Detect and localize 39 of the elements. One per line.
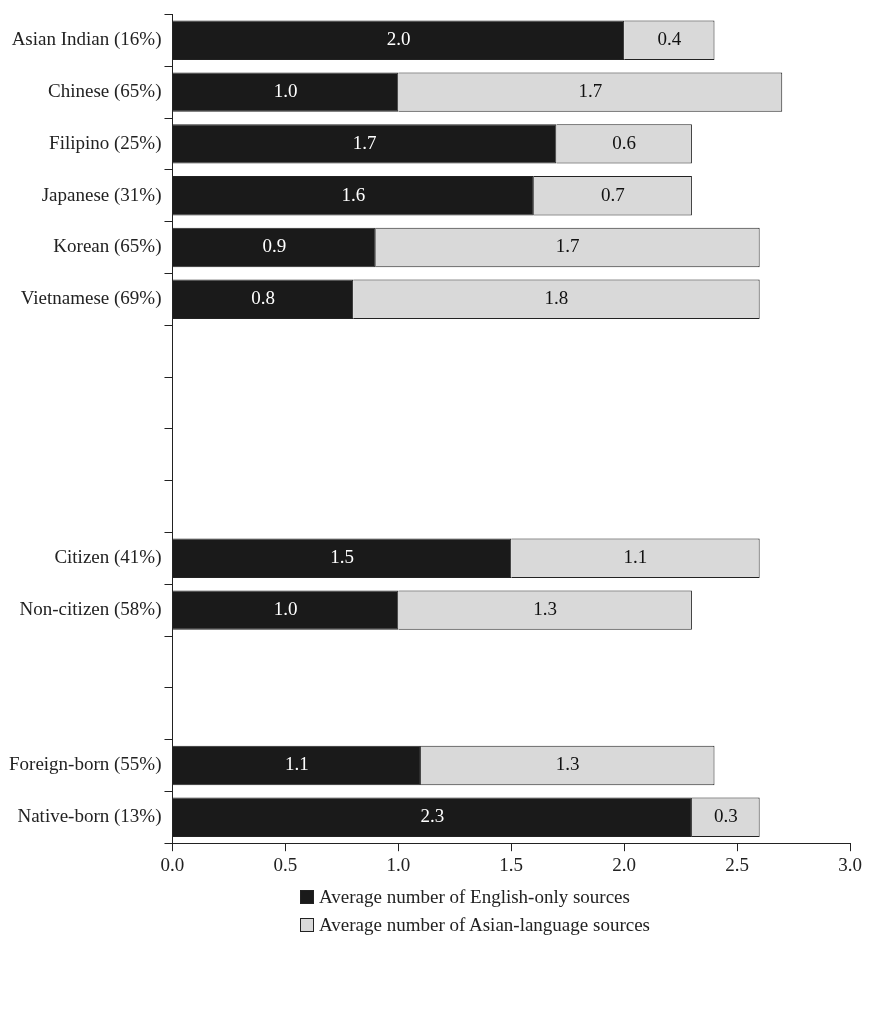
x-tick-label: 2.5 [725, 853, 749, 875]
data-label: 1.7 [578, 80, 603, 102]
data-label: 0.7 [601, 183, 625, 205]
data-label: 1.1 [285, 753, 309, 775]
legend-label: Average number of English-only sources [319, 886, 630, 908]
data-label: 0.9 [262, 235, 287, 257]
data-label: 1.7 [555, 235, 580, 257]
data-label: 1.7 [352, 131, 377, 153]
data-label: 1.1 [623, 546, 648, 568]
y-tick-label: Foreign-born (55%) [8, 753, 162, 776]
data-label: 1.3 [555, 753, 580, 775]
data-label: 1.5 [330, 546, 354, 568]
y-tick-label: Non-citizen (58%) [19, 598, 162, 621]
data-label: 0.8 [251, 287, 275, 309]
y-tick-label: Japanese (31%) [41, 183, 162, 206]
x-tick-label: 3.0 [838, 853, 862, 875]
y-tick-label: Asian Indian (16%) [11, 28, 162, 51]
data-label: 2.0 [386, 28, 411, 50]
x-tick-label: 1.5 [499, 853, 524, 875]
data-label: 0.4 [657, 28, 682, 50]
x-tick-label: 2.0 [612, 853, 637, 875]
y-tick-label: Filipino (25%) [49, 131, 162, 154]
data-label: 1.0 [273, 598, 298, 620]
data-label: 0.3 [713, 805, 738, 827]
data-label: 1.0 [273, 80, 298, 102]
x-tick-label: 0.5 [273, 853, 298, 875]
y-tick-label: Citizen (41%) [54, 546, 162, 569]
data-label: 1.3 [533, 598, 557, 620]
data-label: 1.6 [341, 183, 366, 205]
legend-label: Average number of Asian-language sources [319, 914, 650, 936]
x-tick-label: 1.0 [386, 853, 411, 875]
data-label: 0.6 [612, 131, 637, 153]
y-tick-label: Native-born (13%) [17, 805, 162, 828]
data-label: 2.3 [420, 805, 445, 827]
x-tick-label: 0.0 [160, 853, 185, 875]
data-label: 1.8 [544, 287, 569, 309]
y-tick-label: Chinese (65%) [48, 80, 162, 103]
y-tick-label: Vietnamese (69%) [20, 287, 162, 310]
y-tick-label: Korean (65%) [53, 235, 162, 258]
